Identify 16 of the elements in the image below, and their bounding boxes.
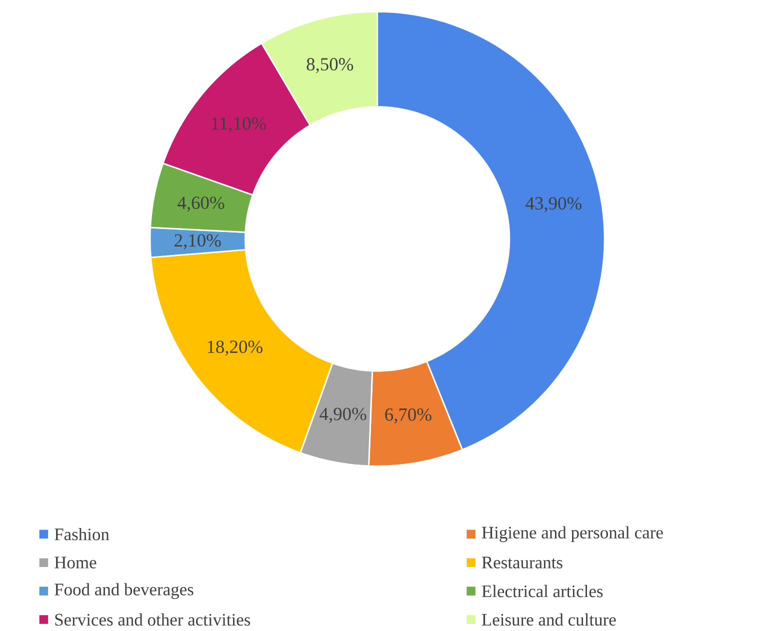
legend-label: Leisure and culture — [482, 613, 616, 626]
legend-label: Fashion — [54, 528, 110, 540]
legend-label: Restaurants — [482, 556, 562, 568]
legend-label: Food and beverages — [54, 582, 194, 599]
data-label: 4,60% — [178, 196, 224, 212]
data-label: 4,90% — [320, 408, 366, 423]
legend-label: Electrical articles — [482, 584, 603, 598]
legend-label: Home — [54, 556, 96, 568]
data-label: 18,20% — [208, 340, 262, 356]
legend-label: Services and other activities — [55, 613, 250, 626]
data-label: 2,10% — [174, 234, 221, 250]
data-label: 6,70% — [385, 408, 432, 424]
data-label: 43,90% — [526, 197, 582, 212]
legend-label: Higiene and personal care — [482, 526, 663, 542]
data-label: 8,50% — [306, 58, 354, 74]
data-label: 11,10% — [212, 117, 266, 132]
